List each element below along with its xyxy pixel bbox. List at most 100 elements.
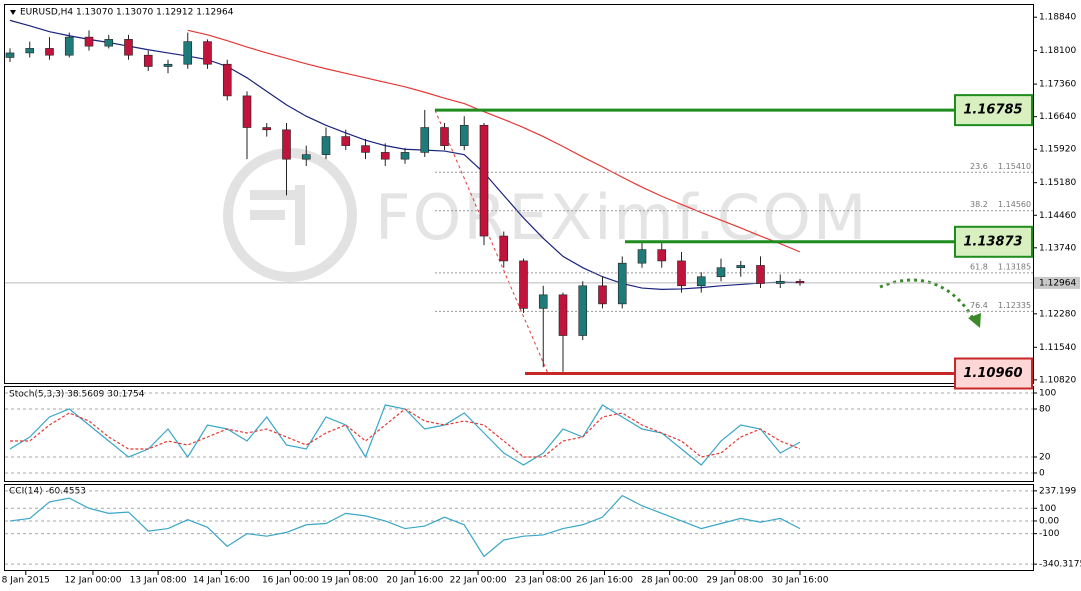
y-tick-label: 1.11540 xyxy=(1039,343,1076,353)
y-tick-label: 1.10820 xyxy=(1039,375,1076,385)
stoch-frame xyxy=(4,386,1034,482)
x-tick-label: 26 Jan 16:00 xyxy=(576,576,633,586)
candle-body xyxy=(459,124,469,146)
x-tick-label: 28 Jan 00:00 xyxy=(641,576,698,586)
x-tick-label: 22 Jan 00:00 xyxy=(450,576,507,586)
y-tick-label: 0 xyxy=(1039,469,1045,479)
candle-body xyxy=(361,145,370,153)
y-tick-label: -340.3175 xyxy=(1039,560,1081,570)
candle-body xyxy=(716,267,726,278)
indicator-line xyxy=(9,494,801,558)
main-frame xyxy=(4,4,1034,384)
candle-body xyxy=(538,294,548,309)
candle-body xyxy=(795,280,805,284)
level-box xyxy=(954,357,1033,390)
candle-body xyxy=(282,129,291,160)
candle-body xyxy=(143,54,153,67)
y-tick-label: -100 xyxy=(1039,529,1060,539)
y-tick-label: 1.13740 xyxy=(1039,243,1076,253)
candle-body xyxy=(321,136,331,155)
candle-body xyxy=(696,276,706,287)
candle-body xyxy=(45,48,54,56)
candle-body xyxy=(104,39,114,47)
forecast-arrowhead xyxy=(968,313,981,328)
x-tick-label: 23 Jan 08:00 xyxy=(515,576,572,586)
y-tick-label: 1.15180 xyxy=(1039,178,1076,188)
x-tick-label: 20 Jan 16:00 xyxy=(386,576,443,586)
candle-body xyxy=(262,127,272,131)
level-label: 1.10960 xyxy=(963,366,1022,381)
x-tick-label: 30 Jan 16:00 xyxy=(772,576,829,586)
candle-body xyxy=(578,285,588,336)
logo-mark xyxy=(250,185,305,245)
candle-body xyxy=(163,63,173,67)
fib-ratio: 76.4 xyxy=(970,301,988,310)
forecast-arrow xyxy=(879,278,977,323)
candle-body xyxy=(203,41,212,65)
candle-body xyxy=(479,124,489,237)
candle-body xyxy=(420,127,430,153)
fib-price: 1.13185 xyxy=(998,262,1031,271)
level-box xyxy=(954,94,1033,127)
fib-price: 1.14560 xyxy=(998,200,1031,209)
x-tick-label: 13 Jan 08:00 xyxy=(130,576,187,586)
current-price-label: 1.12964 xyxy=(1039,278,1076,288)
stoch-title: Stoch(5,3,3) 38.5609 30.1754 xyxy=(9,390,145,400)
fib-price: 1.12335 xyxy=(998,301,1031,310)
candle-body xyxy=(64,36,74,56)
level-box xyxy=(954,225,1033,258)
candle-body xyxy=(301,154,311,160)
candle-body xyxy=(341,136,351,146)
x-tick-label: 19 Jan 08:00 xyxy=(321,576,378,586)
indicator-line xyxy=(187,29,801,253)
fib-price: 1.15410 xyxy=(998,162,1031,171)
x-tick-label: 8 Jan 2015 xyxy=(2,576,50,586)
plot-layer: 1.18840 1.18100 1.17360 1.16640 1.15920 1.151… xyxy=(2,13,1081,586)
x-tick-label: 14 Jan 16:00 xyxy=(193,576,250,586)
candle-body xyxy=(736,265,746,269)
cci-frame xyxy=(4,484,1034,571)
y-tick-label: 80 xyxy=(1039,405,1051,415)
candle-body xyxy=(124,39,133,56)
y-tick-label: 1.18100 xyxy=(1039,46,1076,56)
candle-body xyxy=(519,260,528,309)
candle-body xyxy=(499,235,509,262)
x-tick-label: 16 Jan 00:00 xyxy=(262,576,319,586)
candle-body xyxy=(222,63,232,97)
y-tick-label: 1.18840 xyxy=(1039,13,1076,23)
candle-body xyxy=(677,260,686,287)
fib-ratio: 23.6 xyxy=(970,162,988,171)
candle-body xyxy=(657,249,667,262)
candle-body xyxy=(440,127,449,146)
fib-ratio: 38.2 xyxy=(970,200,988,209)
y-tick-label: 237.199 xyxy=(1039,486,1076,496)
candle-body xyxy=(775,280,785,284)
y-tick-label: 1.15920 xyxy=(1039,145,1076,155)
candle-body xyxy=(84,36,94,47)
candle-body xyxy=(5,52,15,58)
candle-body xyxy=(25,48,35,54)
y-tick-label: 1.12280 xyxy=(1039,309,1076,319)
candle-body xyxy=(617,262,627,305)
cci-title: CCI(14) -60.4553 xyxy=(9,487,86,497)
level-label: 1.13873 xyxy=(963,234,1022,249)
x-tick-label: 12 Jan 00:00 xyxy=(64,576,121,586)
y-tick-label: 1.16640 xyxy=(1039,112,1076,122)
chart-title: EURUSD,H4 1.13070 1.13070 1.12912 1.1296… xyxy=(20,8,234,18)
symbol-marker xyxy=(10,10,16,15)
candle-body xyxy=(400,152,410,160)
current-price-box xyxy=(1034,276,1080,289)
candle-body xyxy=(183,41,193,65)
x-tick-label: 29 Jan 08:00 xyxy=(706,576,763,586)
y-tick-label: 100 xyxy=(1039,504,1056,514)
candle-body xyxy=(598,285,607,305)
candle-body xyxy=(756,265,765,284)
indicator-line xyxy=(10,408,801,458)
y-tick-label: 0.00 xyxy=(1039,516,1059,526)
candle-body xyxy=(242,95,252,128)
candle-body xyxy=(558,294,568,336)
candle-body xyxy=(380,152,390,160)
y-tick-label: 1.14460 xyxy=(1039,211,1076,221)
y-tick-label: 100 xyxy=(1039,389,1056,399)
